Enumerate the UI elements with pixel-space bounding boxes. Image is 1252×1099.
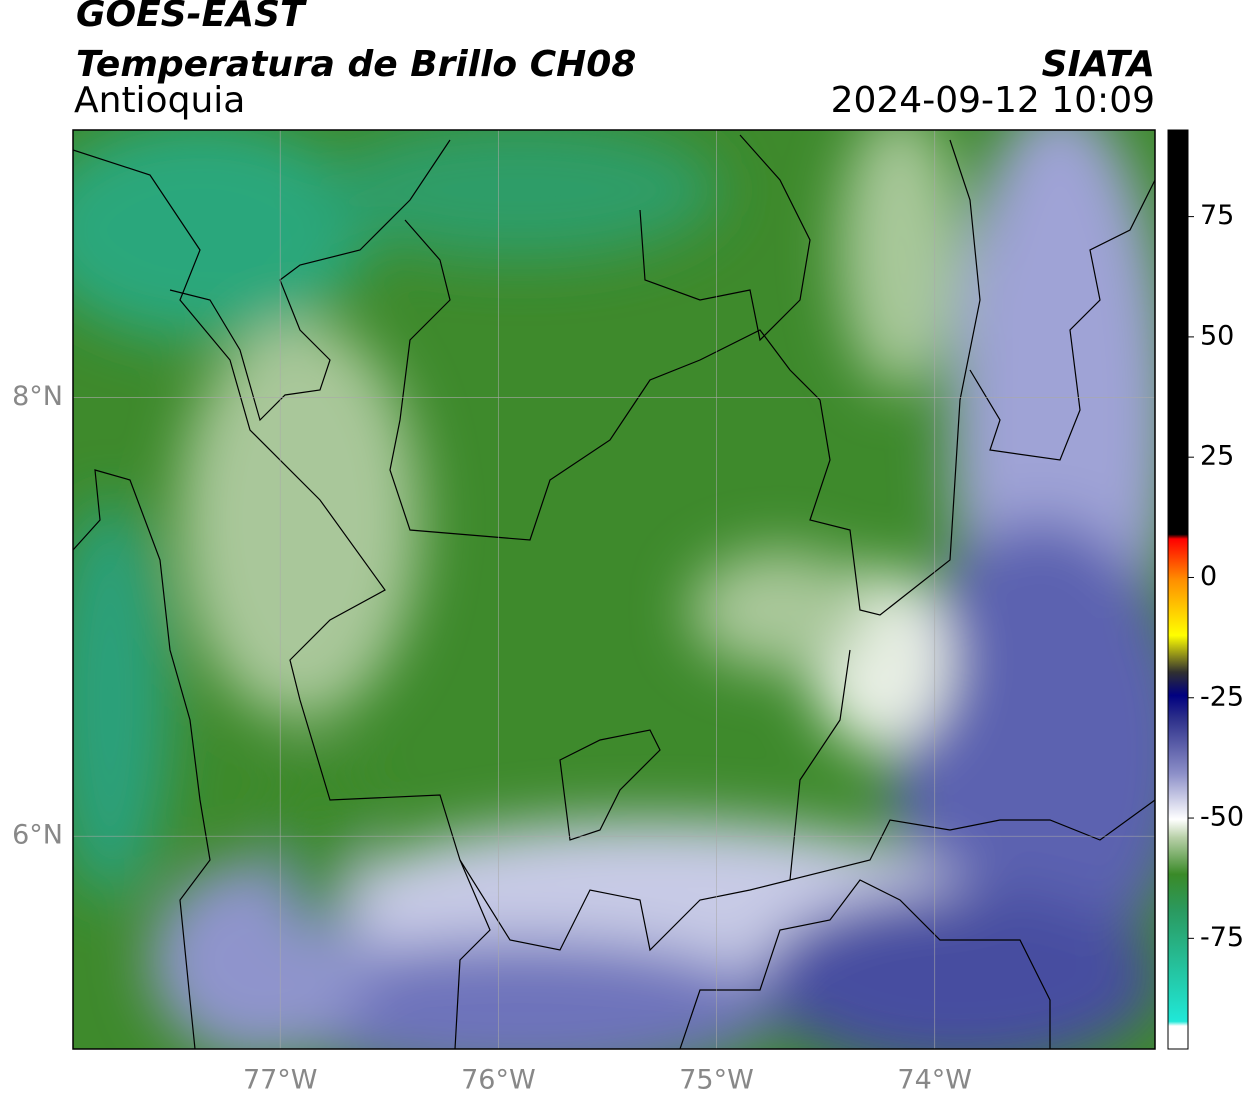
colorbar-tick-label: 50	[1200, 320, 1234, 351]
colorbar-tick-label: 0	[1200, 561, 1217, 592]
imagery	[73, 130, 1155, 1049]
colorbar-tick-label: -25	[1200, 681, 1244, 712]
region: Antioquia	[74, 80, 245, 121]
source: SIATA	[1042, 44, 1155, 85]
map-frame	[72, 129, 1156, 1050]
lat-tick-label: 8°N	[12, 381, 63, 412]
colorbar-tick-label: -75	[1200, 922, 1244, 953]
colorbar-tick-label: 75	[1200, 200, 1234, 231]
colorbar-tick-label: 25	[1200, 441, 1234, 472]
graticule	[73, 130, 1155, 1049]
datetime: 2024-09-12 10:09	[831, 80, 1155, 121]
colorbar-tick-label: -50	[1200, 802, 1244, 833]
product: Temperatura de Brillo CH08	[76, 44, 636, 85]
lon-tick-label: 74°W	[897, 1065, 972, 1096]
lon-tick-label: 75°W	[679, 1065, 754, 1096]
lon-tick-label: 77°W	[243, 1065, 318, 1096]
lat-tick-label: 6°N	[12, 820, 63, 851]
satellite: GOES-EAST	[76, 0, 307, 35]
lon-tick-label: 76°W	[461, 1065, 536, 1096]
colorbar	[1167, 129, 1189, 1050]
